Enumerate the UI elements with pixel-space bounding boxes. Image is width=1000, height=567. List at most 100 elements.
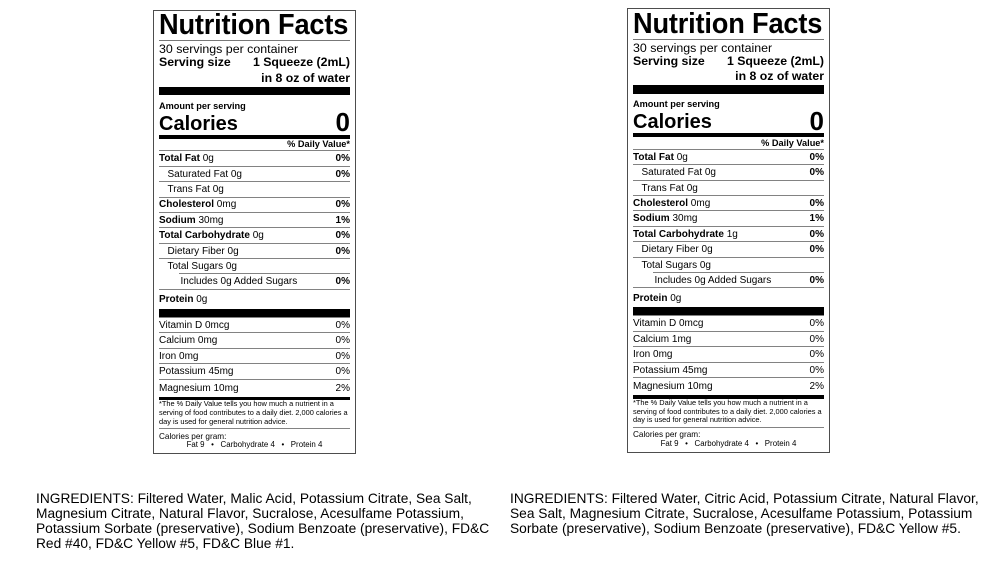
nutrient-dv: 0% xyxy=(335,230,350,242)
vitamin-dv: 0% xyxy=(335,319,350,331)
footnote-line: serving of food contributes to a daily d… xyxy=(633,406,822,416)
serving-size-value-line2: in 8 oz of water xyxy=(735,69,824,83)
nutrition-facts-title: Nutrition Facts xyxy=(633,7,823,40)
ingredients-statement-left: INGREDIENTS: Filtered Water, Malic Acid,… xyxy=(36,491,489,551)
amount-per-serving-label: Amount per serving xyxy=(633,99,720,110)
serving-size-label: Serving size xyxy=(633,53,705,68)
daily-value-footnote: *The % Daily Value tells you how much a … xyxy=(633,397,824,425)
nutrient-amount: 0g xyxy=(212,184,224,196)
vitamin-amount: 0mg xyxy=(653,349,673,361)
nutrient-dv: 0% xyxy=(335,168,350,180)
footnote-line: serving of food contributes to a daily d… xyxy=(159,408,348,418)
ingredients-line: Sea Salt, Magnesium Citrate, Sucralose, … xyxy=(510,505,973,521)
nutrient-name: Total Sugars xyxy=(641,259,698,271)
nutrient-amount: 30mg xyxy=(672,213,698,225)
vitamin-row-vitamin-d: Vitamin D 0mcg 0% xyxy=(633,315,824,330)
footnote-line: *The % Daily Value tells you how much a … xyxy=(633,397,808,407)
vitamin-name: Magnesium xyxy=(159,382,211,394)
vitamin-name: Iron xyxy=(159,350,177,362)
vitamin-amount: 0mcg xyxy=(204,319,230,331)
nutrient-name: Protein xyxy=(159,294,194,306)
nutrient-row-protein: Protein 0g xyxy=(633,287,824,307)
vitamin-name: Calcium xyxy=(633,333,670,345)
nutrient-dv: 0% xyxy=(809,167,824,179)
nutrient-row-total-carbohydrate: Total Carbohydrate 0g 0% xyxy=(159,227,350,242)
nutrient-amount: 0g xyxy=(227,245,239,257)
calories-label: Calories xyxy=(159,112,238,135)
vitamin-dv: 2% xyxy=(809,381,824,393)
separator-bar-medium xyxy=(159,396,350,401)
vitamin-row-iron: Iron 0mg 0% xyxy=(159,347,350,363)
nutrient-row-cholesterol: Cholesterol 0mg 0% xyxy=(159,196,350,212)
calories-value: 0 xyxy=(809,105,824,136)
separator-bar-medium xyxy=(159,134,350,139)
nutrient-name: Trans Fat xyxy=(167,184,210,196)
ingredients-line: Potassium Sorbate (preservative), Sodium… xyxy=(36,520,490,536)
serving-size-label: Serving size xyxy=(159,55,231,70)
calories-per-gram-values: Fat 9 • Carbohydrate 4 • Protein 4 xyxy=(660,438,797,448)
nutrient-row-dietary-fiber: Dietary Fiber 0g 0% xyxy=(159,242,350,258)
vitamin-name: Potassium xyxy=(159,366,206,378)
nutrient-amount: 30mg xyxy=(198,214,224,226)
footnote-line: day is used for general nutrition advice… xyxy=(159,416,288,426)
nutrient-name: Total Fat xyxy=(159,153,200,165)
nutrient-amount: 0g xyxy=(202,153,214,165)
nutrition-facts-label-right: Nutrition Facts 30 servings per containe… xyxy=(627,8,830,453)
nutrient-row-added-sugars: Includes 0g Added Sugars 0% xyxy=(159,273,350,288)
nutrient-dv: 0% xyxy=(809,197,824,209)
ingredients-statement-right: INGREDIENTS: Filtered Water, Citric Acid… xyxy=(510,491,979,536)
nutrient-row-sodium: Sodium 30mg 1% xyxy=(633,210,824,225)
vitamin-name: Vitamin D xyxy=(159,319,203,331)
nutrient-row-total-sugars: Total Sugars 0g xyxy=(633,256,824,272)
calories-per-gram-label: Calories per gram: xyxy=(159,431,227,441)
nutrient-dv: 1% xyxy=(335,214,350,226)
nutrient-row-protein: Protein 0g xyxy=(159,288,350,309)
nutrient-row-total-fat: Total Fat 0g 0% xyxy=(633,148,824,164)
nutrient-dv: 0% xyxy=(335,199,350,211)
nutrient-name: Saturated Fat xyxy=(641,167,703,179)
nutrient-dv: 0% xyxy=(335,153,350,165)
vitamin-amount: 45mg xyxy=(682,364,708,376)
vitamin-dv: 0% xyxy=(335,350,350,362)
vitamin-row-calcium: Calcium 1mg 0% xyxy=(633,330,824,346)
vitamin-dv: 0% xyxy=(335,366,350,378)
nutrient-amount: 0g xyxy=(225,261,237,273)
daily-value-header: % Daily Value* xyxy=(761,137,824,148)
separator-bar-thick xyxy=(633,85,824,94)
nutrient-row-total-carbohydrate: Total Carbohydrate 1g 0% xyxy=(633,225,824,241)
nutrient-row-cholesterol: Cholesterol 0mg 0% xyxy=(633,195,824,210)
nutrient-dv: 0% xyxy=(809,274,824,286)
daily-value-footnote: *The % Daily Value tells you how much a … xyxy=(159,400,350,426)
nutrient-name: Dietary Fiber xyxy=(641,244,699,256)
nutrient-amount: 0g xyxy=(670,292,682,304)
nutrient-row-trans-fat: Trans Fat 0g xyxy=(159,181,350,196)
servings-per-container: 30 servings per container xyxy=(633,40,773,55)
ingredients-line: Magnesium Citrate, Natural Flavor, Sucra… xyxy=(36,505,464,521)
nutrient-amount: 0g xyxy=(699,259,711,271)
vitamin-dv: 0% xyxy=(809,364,824,376)
title-divider xyxy=(633,38,824,40)
nutrient-name: Includes 0g Added Sugars xyxy=(180,276,298,288)
vitamin-dv: 2% xyxy=(335,382,350,394)
separator-bar-medium xyxy=(633,395,824,399)
footnote-divider xyxy=(633,426,824,428)
nutrient-dv: 0% xyxy=(335,245,350,257)
vitamin-row-magnesium: Magnesium 10mg 2% xyxy=(159,378,350,397)
vitamin-dv: 0% xyxy=(809,333,824,345)
separator-bar-thick xyxy=(633,307,824,316)
vitamin-name: Potassium xyxy=(633,364,680,376)
nutrient-dv: 0% xyxy=(809,228,824,240)
vitamin-row-calcium: Calcium 0mg 0% xyxy=(159,332,350,347)
vitamin-row-potassium: Potassium 45mg 0% xyxy=(159,363,350,378)
nutrient-row-total-fat: Total Fat 0g 0% xyxy=(159,150,350,165)
separator-bar-thick xyxy=(159,308,350,317)
nutrient-amount: 0g xyxy=(686,182,698,194)
serving-size-value-line2: in 8 oz of water xyxy=(261,70,350,85)
daily-value-header: % Daily Value* xyxy=(287,139,350,150)
vitamin-amount: 10mg xyxy=(687,381,713,393)
nutrient-name: Trans Fat xyxy=(641,182,684,194)
nutrient-name: Cholesterol xyxy=(159,199,215,211)
calories-value: 0 xyxy=(335,107,350,138)
vitamin-row-iron: Iron 0mg 0% xyxy=(633,346,824,361)
vitamin-amount: 10mg xyxy=(213,382,239,394)
